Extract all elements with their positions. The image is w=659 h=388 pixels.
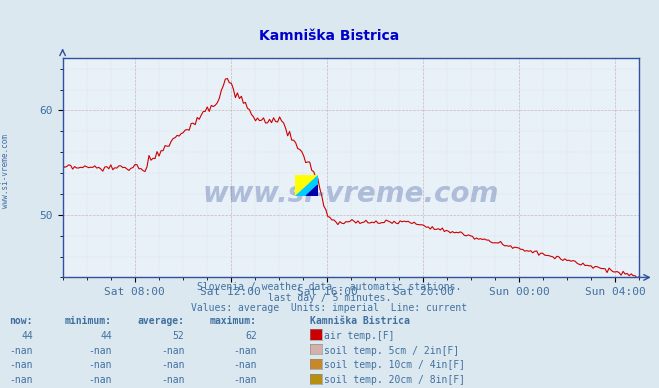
Text: Values: average  Units: imperial  Line: current: Values: average Units: imperial Line: cu… xyxy=(191,303,468,314)
Text: 44: 44 xyxy=(21,331,33,341)
Text: -nan: -nan xyxy=(9,346,33,356)
Text: air temp.[F]: air temp.[F] xyxy=(324,331,395,341)
Text: -nan: -nan xyxy=(161,375,185,385)
Text: maximum:: maximum: xyxy=(210,316,257,326)
Text: -nan: -nan xyxy=(88,346,112,356)
Polygon shape xyxy=(306,185,318,196)
Polygon shape xyxy=(295,175,318,196)
Text: 52: 52 xyxy=(173,331,185,341)
Text: soil temp. 5cm / 2in[F]: soil temp. 5cm / 2in[F] xyxy=(324,346,459,356)
Text: -nan: -nan xyxy=(9,360,33,371)
Text: Slovenia / weather data - automatic stations.: Slovenia / weather data - automatic stat… xyxy=(197,282,462,293)
Text: minimum:: minimum: xyxy=(65,316,112,326)
Text: www.si-vreme.com: www.si-vreme.com xyxy=(1,134,10,208)
Text: soil temp. 20cm / 8in[F]: soil temp. 20cm / 8in[F] xyxy=(324,375,465,385)
Text: Kamniška Bistrica: Kamniška Bistrica xyxy=(310,316,410,326)
Text: last day / 5 minutes.: last day / 5 minutes. xyxy=(268,293,391,303)
Polygon shape xyxy=(295,175,318,196)
Text: -nan: -nan xyxy=(161,346,185,356)
Text: Kamniška Bistrica: Kamniška Bistrica xyxy=(260,29,399,43)
Text: 62: 62 xyxy=(245,331,257,341)
Text: -nan: -nan xyxy=(88,375,112,385)
Text: average:: average: xyxy=(138,316,185,326)
Text: -nan: -nan xyxy=(9,375,33,385)
Text: -nan: -nan xyxy=(233,360,257,371)
Text: -nan: -nan xyxy=(161,360,185,371)
Text: -nan: -nan xyxy=(88,360,112,371)
Text: 44: 44 xyxy=(100,331,112,341)
Text: www.si-vreme.com: www.si-vreme.com xyxy=(203,180,499,208)
Text: -nan: -nan xyxy=(233,346,257,356)
Text: -nan: -nan xyxy=(233,375,257,385)
Text: soil temp. 10cm / 4in[F]: soil temp. 10cm / 4in[F] xyxy=(324,360,465,371)
Text: now:: now: xyxy=(9,316,33,326)
